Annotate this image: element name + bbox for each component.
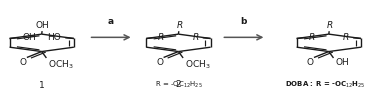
Text: OH: OH: [336, 58, 349, 67]
Text: 1: 1: [39, 81, 45, 90]
Text: O: O: [20, 58, 26, 67]
Text: 2: 2: [176, 80, 181, 89]
Text: R: R: [309, 33, 315, 42]
Text: OH: OH: [22, 33, 36, 42]
Text: HO: HO: [47, 33, 61, 42]
Text: R: R: [343, 33, 349, 42]
Text: OCH$_3$: OCH$_3$: [185, 58, 211, 71]
Text: b: b: [240, 17, 247, 26]
Text: O: O: [307, 58, 314, 67]
Text: O: O: [156, 58, 163, 67]
Text: R: R: [176, 21, 183, 30]
Text: R: R: [158, 33, 164, 42]
Text: OCH$_3$: OCH$_3$: [48, 58, 74, 71]
Text: R: R: [192, 33, 199, 42]
Text: DOBA : R = -OC$_{12}$H$_{25}$: DOBA : R = -OC$_{12}$H$_{25}$: [285, 80, 365, 90]
Text: OH: OH: [36, 21, 49, 30]
Text: R = -OC$_{12}$H$_{25}$: R = -OC$_{12}$H$_{25}$: [154, 80, 202, 90]
Text: a: a: [108, 17, 114, 26]
Text: R: R: [327, 21, 333, 30]
